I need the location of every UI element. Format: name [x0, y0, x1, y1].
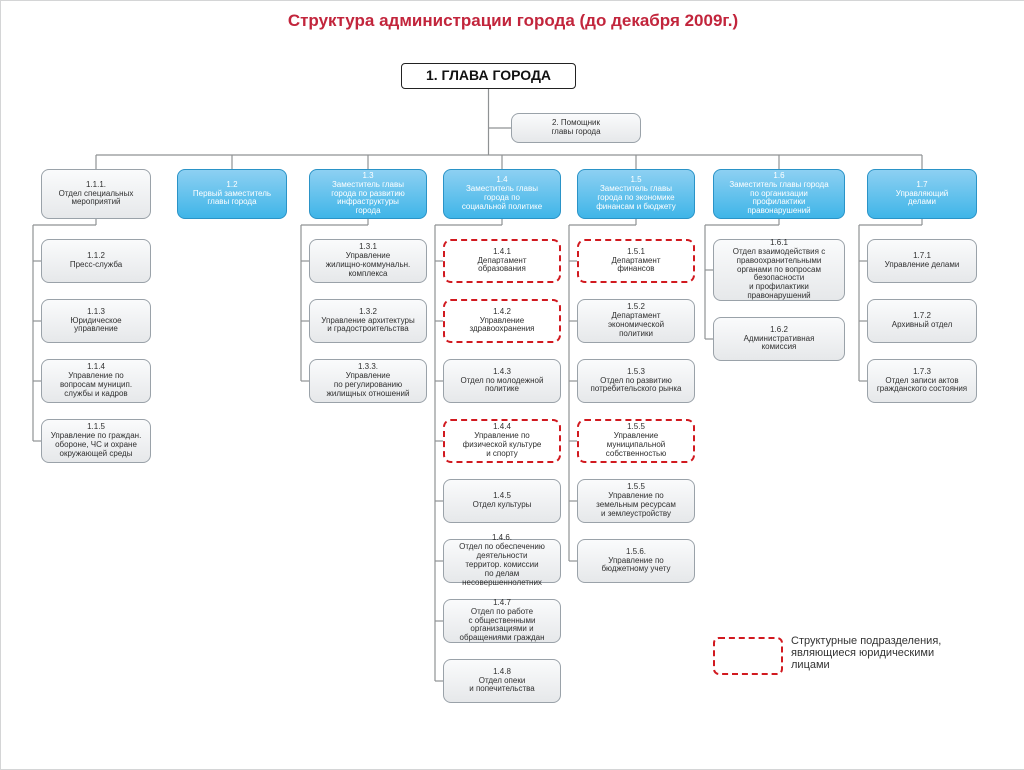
cell-c3-5: 1.4.6.Отдел по обеспечениюдеятельностите… — [443, 539, 561, 583]
cell-c2-2: 1.3.3.Управлениепо регулированиюжилищных… — [309, 359, 427, 403]
cell-c0-0: 1.1.2Пресс-служба — [41, 239, 151, 283]
cell-c6-0: 1.7.1Управление делами — [867, 239, 977, 283]
cell-c3-3: 1.4.4Управление пофизической культуреи с… — [443, 419, 561, 463]
cell-c5-1: 1.6.2Административнаякомиссия — [713, 317, 845, 361]
legend-text: Структурные подразделения,являющиеся юри… — [791, 635, 1001, 671]
page-title: Структура администрации города (до декаб… — [1, 11, 1024, 31]
cell-c3-2: 1.4.3Отдел по молодежнойполитике — [443, 359, 561, 403]
cell-c6-2: 1.7.3Отдел записи актовгражданского сост… — [867, 359, 977, 403]
cell-c3-7: 1.4.8Отдел опекии попечительства — [443, 659, 561, 703]
legend-swatch — [713, 637, 783, 675]
head-c1: 1.2Первый заместительглавы города — [177, 169, 287, 219]
cell-c4-4: 1.5.5Управление поземельным ресурсами зе… — [577, 479, 695, 523]
head-c0: 1.1.1.Отдел специальныхмероприятий — [41, 169, 151, 219]
head-c2: 1.3Заместитель главыгорода по развитиюин… — [309, 169, 427, 219]
cell-c5-0: 1.6.1Отдел взаимодействия справоохраните… — [713, 239, 845, 301]
cell-c3-4: 1.4.5Отдел культуры — [443, 479, 561, 523]
cell-c4-1: 1.5.2Департаментэкономическойполитики — [577, 299, 695, 343]
root-node: 1. ГЛАВА ГОРОДА — [401, 63, 576, 89]
cell-c2-0: 1.3.1Управлениежилищно-коммунальн.компле… — [309, 239, 427, 283]
cell-c3-1: 1.4.2Управлениездравоохранения — [443, 299, 561, 343]
cell-c0-1: 1.1.3Юридическоеуправление — [41, 299, 151, 343]
head-c5: 1.6Заместитель главы городапо организаци… — [713, 169, 845, 219]
cell-c3-6: 1.4.7Отдел по работес общественнымиорган… — [443, 599, 561, 643]
head-c4: 1.5Заместитель главыгорода по экономикеф… — [577, 169, 695, 219]
assistant-node: 2. Помощникглавы города — [511, 113, 641, 143]
cell-c4-5: 1.5.6.Управление побюджетному учету — [577, 539, 695, 583]
cell-c4-3: 1.5.5Управлениемуниципальнойсобственност… — [577, 419, 695, 463]
cell-c3-0: 1.4.1Департаментобразования — [443, 239, 561, 283]
head-c6: 1.7Управляющийделами — [867, 169, 977, 219]
cell-c2-1: 1.3.2Управление архитектурыи градостроит… — [309, 299, 427, 343]
head-c3: 1.4Заместитель главыгорода посоциальной … — [443, 169, 561, 219]
cell-c6-1: 1.7.2Архивный отдел — [867, 299, 977, 343]
cell-c0-3: 1.1.5Управление по граждан.обороне, ЧС и… — [41, 419, 151, 463]
cell-c4-2: 1.5.3Отдел по развитиюпотребительского р… — [577, 359, 695, 403]
org-chart-stage: Структура администрации города (до декаб… — [0, 0, 1024, 770]
cell-c4-0: 1.5.1Департаментфинансов — [577, 239, 695, 283]
cell-c0-2: 1.1.4Управление повопросам муницип.служб… — [41, 359, 151, 403]
